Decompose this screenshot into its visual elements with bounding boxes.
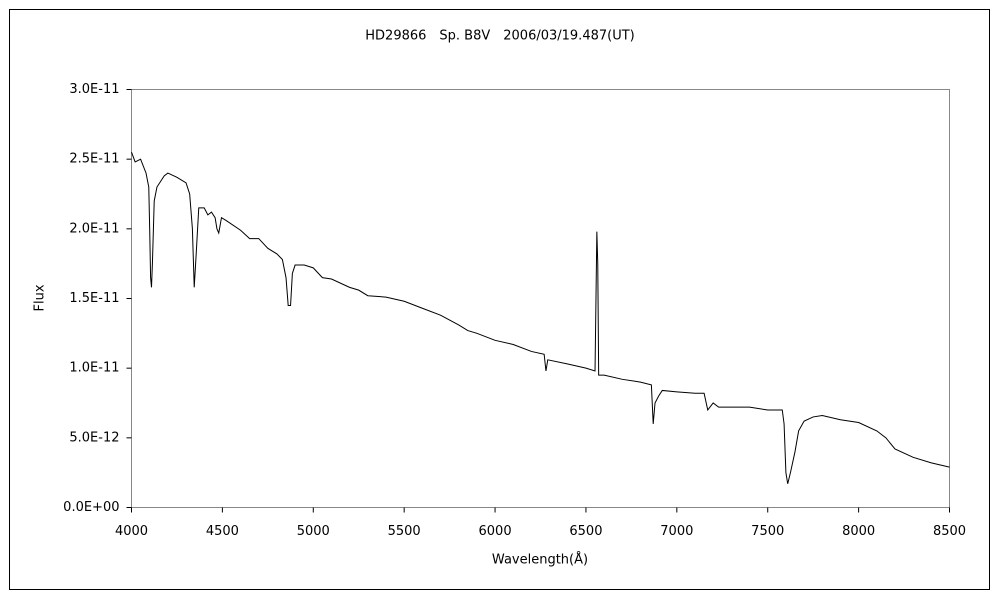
- spectrum-line: [131, 152, 950, 484]
- y-tick-label: 2.0E-11: [69, 221, 119, 236]
- x-tick-label: 7500: [751, 524, 784, 539]
- x-tick-label: 5000: [297, 524, 330, 539]
- y-tick-label: 3.0E-11: [69, 82, 119, 97]
- y-tick-label: 1.0E-11: [69, 361, 119, 376]
- x-tick-label: 4000: [115, 524, 148, 539]
- y-tick-label: 1.5E-11: [69, 291, 119, 306]
- x-tick-label: 4500: [206, 524, 239, 539]
- x-tick-label: 6000: [479, 524, 512, 539]
- y-tick-label: 0.0E+00: [63, 500, 119, 515]
- chart-frame: [9, 9, 990, 590]
- y-tick-label: 5.0E-12: [69, 430, 119, 445]
- y-tick-label: 2.5E-11: [69, 152, 119, 167]
- x-tick-label: 6500: [569, 524, 602, 539]
- chart-title: HD29866 Sp. B8V 2006/03/19.487(UT): [365, 29, 634, 44]
- x-tick-label: 5500: [388, 524, 421, 539]
- y-axis-label: Flux: [33, 284, 48, 311]
- x-tick-label: 7000: [660, 524, 693, 539]
- x-tick-label: 8500: [933, 524, 966, 539]
- x-axis-label: Wavelength(Å): [492, 552, 588, 568]
- x-tick-label: 8000: [842, 524, 875, 539]
